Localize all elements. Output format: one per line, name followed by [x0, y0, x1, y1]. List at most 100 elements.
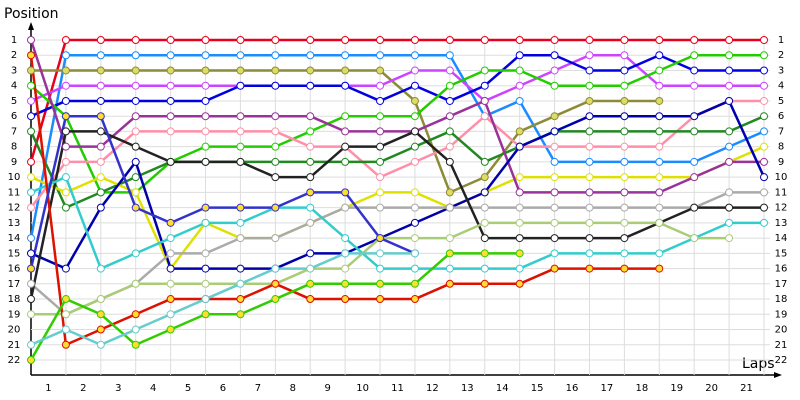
lap-marker	[201, 264, 210, 273]
lap-marker	[61, 96, 70, 105]
lap-marker	[760, 188, 768, 197]
lap-marker	[760, 173, 768, 182]
lap-marker	[61, 173, 70, 182]
lap-marker	[550, 127, 559, 136]
lap-marker	[271, 66, 280, 75]
lap-marker	[550, 264, 559, 273]
lap-marker	[655, 81, 664, 90]
y-tick-label-right: 3	[778, 65, 784, 76]
lap-marker	[760, 142, 768, 151]
lap-marker	[480, 279, 489, 288]
lap-marker	[236, 36, 245, 44]
lap-marker	[480, 264, 489, 273]
lap-marker	[61, 127, 70, 136]
lap-marker	[690, 234, 699, 243]
lap-marker	[620, 127, 629, 136]
y-tick-label: 19	[8, 309, 21, 320]
lap-marker	[620, 188, 629, 197]
lap-marker	[236, 142, 245, 151]
lap-marker	[27, 310, 35, 319]
lap-marker	[410, 112, 419, 121]
lap-marker	[515, 81, 524, 90]
lap-marker	[61, 157, 70, 166]
lap-marker	[271, 51, 280, 60]
x-tick-label: 3	[115, 383, 121, 394]
y-tick-label-right: 10	[775, 172, 788, 183]
lap-marker	[271, 81, 280, 90]
lap-marker	[655, 264, 664, 273]
lap-marker	[585, 249, 594, 258]
driver-line	[29, 38, 764, 163]
lap-marker	[376, 66, 385, 75]
lap-marker	[655, 51, 664, 60]
lap-marker	[655, 249, 664, 258]
lap-marker	[27, 356, 35, 364]
lap-marker	[131, 157, 140, 166]
lap-marker	[585, 157, 594, 166]
x-axis-arrow	[774, 372, 782, 378]
y-tick-label-right: 13	[775, 218, 788, 229]
y-tick-label-right: 2	[778, 50, 784, 61]
lap-marker	[550, 51, 559, 60]
x-tick-label: 2	[80, 383, 86, 394]
y-tick-label-right: 7	[778, 126, 784, 137]
lap-marker	[236, 127, 245, 136]
lap-marker	[96, 173, 105, 182]
lap-marker	[131, 36, 140, 44]
lap-marker	[410, 203, 419, 212]
lap-marker	[515, 188, 524, 197]
lap-marker	[166, 51, 175, 60]
lap-marker	[725, 96, 734, 105]
lap-marker	[341, 66, 350, 75]
lap-marker	[655, 188, 664, 197]
lap-marker	[410, 264, 419, 273]
lap-marker	[760, 66, 768, 75]
lap-marker	[61, 310, 70, 319]
lap-marker	[655, 96, 664, 105]
lap-marker	[620, 234, 629, 243]
lap-marker	[480, 188, 489, 197]
lap-marker	[306, 264, 315, 273]
lap-marker	[306, 279, 315, 288]
lap-marker	[341, 188, 350, 197]
lap-marker	[376, 96, 385, 105]
lap-marker	[166, 36, 175, 44]
y-tick-label-right: 9	[778, 157, 784, 168]
lap-marker	[550, 66, 559, 75]
y-tick-label: 22	[8, 355, 21, 366]
lap-marker	[585, 203, 594, 212]
driver-line	[30, 53, 764, 103]
lap-marker	[690, 81, 699, 90]
lap-marker	[96, 325, 105, 334]
lap-marker	[480, 66, 489, 75]
lap-marker	[236, 234, 245, 243]
lap-marker	[201, 249, 210, 258]
lap-marker	[410, 142, 419, 151]
lap-marker	[131, 142, 140, 151]
lap-marker	[236, 157, 245, 166]
lap-marker	[445, 81, 454, 90]
y-tick-label-right: 14	[775, 233, 788, 244]
lap-marker	[550, 218, 559, 227]
lap-marker	[620, 173, 629, 182]
lap-marker	[96, 157, 105, 166]
lap-marker	[410, 295, 419, 304]
lap-marker	[410, 188, 419, 197]
lap-marker	[655, 112, 664, 121]
lap-marker	[410, 249, 419, 258]
y-tick-label-right: 5	[778, 96, 784, 107]
lap-marker	[131, 310, 140, 319]
lap-marker	[376, 264, 385, 273]
driver-line	[29, 39, 764, 194]
x-tick-label: 6	[220, 383, 226, 394]
lap-marker	[306, 36, 315, 44]
lap-marker	[236, 51, 245, 60]
lap-marker	[96, 264, 105, 273]
lap-marker	[480, 173, 489, 182]
lap-marker	[480, 203, 489, 212]
lap-marker	[27, 81, 35, 90]
lap-marker	[131, 112, 140, 121]
y-tick-label: 4	[11, 81, 17, 92]
lap-marker	[760, 157, 768, 166]
lap-marker	[306, 112, 315, 121]
